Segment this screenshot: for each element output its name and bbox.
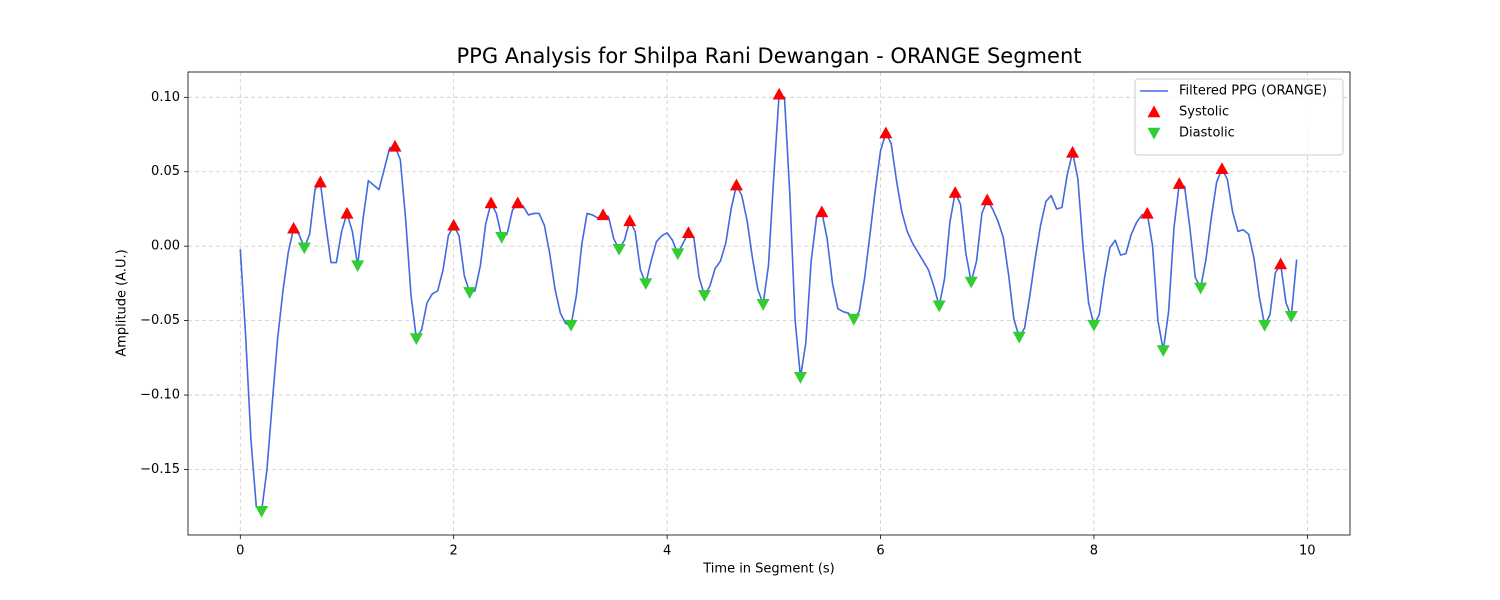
legend-label: Filtered PPG (ORANGE) <box>1179 84 1327 99</box>
legend-box <box>1134 78 1344 156</box>
marker <box>351 260 365 273</box>
legend-label: Systolic <box>1179 105 1229 120</box>
marker <box>964 276 978 289</box>
marker <box>756 299 770 311</box>
marker <box>847 313 861 326</box>
marker <box>484 196 498 209</box>
marker <box>1215 162 1229 174</box>
y-tick-label: −0.05 <box>140 313 180 328</box>
x-axis-label: Time in Segment (s) <box>702 562 834 577</box>
marker <box>596 208 610 221</box>
legend-label: Diastolic <box>1179 126 1235 141</box>
y-axis-label: Amplitude (A.U.) <box>115 249 130 356</box>
marker <box>511 196 525 209</box>
legend-swatch <box>1147 105 1161 118</box>
marker <box>255 505 269 518</box>
marker <box>1066 145 1080 158</box>
marker <box>409 333 423 345</box>
plot-frame <box>187 71 1351 536</box>
x-tick-label: 8 <box>1090 544 1098 559</box>
marker <box>793 371 807 384</box>
marker <box>639 278 653 290</box>
marker <box>1274 257 1288 270</box>
legend: Filtered PPG (ORANGE) Systolic Diastolic <box>1134 78 1344 156</box>
marker <box>1194 282 1208 295</box>
marker <box>388 139 402 152</box>
x-tick-label: 0 <box>236 544 244 559</box>
marker <box>1087 319 1101 332</box>
x-tick-label: 10 <box>1299 544 1316 559</box>
marker <box>980 193 994 206</box>
marker <box>729 178 743 191</box>
marker <box>612 243 626 256</box>
marker <box>1172 177 1186 189</box>
marker <box>948 186 962 198</box>
marker <box>564 319 578 332</box>
y-tick-label: −0.15 <box>140 462 180 477</box>
marker <box>340 206 354 219</box>
axes: 0 2 4 6 8 10 −0.15 −0.10 −0.05 0.00 0.05 0.10 <box>140 90 1315 559</box>
x-tick-label: 6 <box>876 544 884 559</box>
marker <box>772 87 786 100</box>
marker <box>879 126 893 139</box>
marker <box>671 248 685 261</box>
marker <box>1156 345 1170 357</box>
marker <box>1258 319 1272 332</box>
plot-area <box>239 87 1298 518</box>
marker <box>287 221 301 234</box>
x-tick-label: 2 <box>450 544 458 559</box>
marker <box>1012 331 1026 344</box>
y-tick-label: 0.00 <box>151 239 180 254</box>
chart-title: PPG Analysis for Shilpa Rani Dewangan - … <box>457 44 1082 68</box>
marker <box>1284 310 1298 323</box>
marker <box>681 226 695 238</box>
marker <box>1140 206 1154 219</box>
marker <box>932 300 946 313</box>
marker <box>297 242 311 255</box>
y-tick-label: −0.10 <box>140 388 180 403</box>
marker <box>697 290 711 302</box>
marker <box>495 232 509 244</box>
legend-swatch <box>1147 127 1161 140</box>
marker <box>463 287 477 299</box>
y-tick-label: 0.10 <box>151 90 180 105</box>
marker <box>623 214 637 227</box>
y-tick-label: 0.05 <box>151 164 180 179</box>
x-tick-label: 4 <box>663 544 671 559</box>
marker <box>447 218 461 231</box>
marker <box>815 205 829 218</box>
marker <box>313 175 327 188</box>
